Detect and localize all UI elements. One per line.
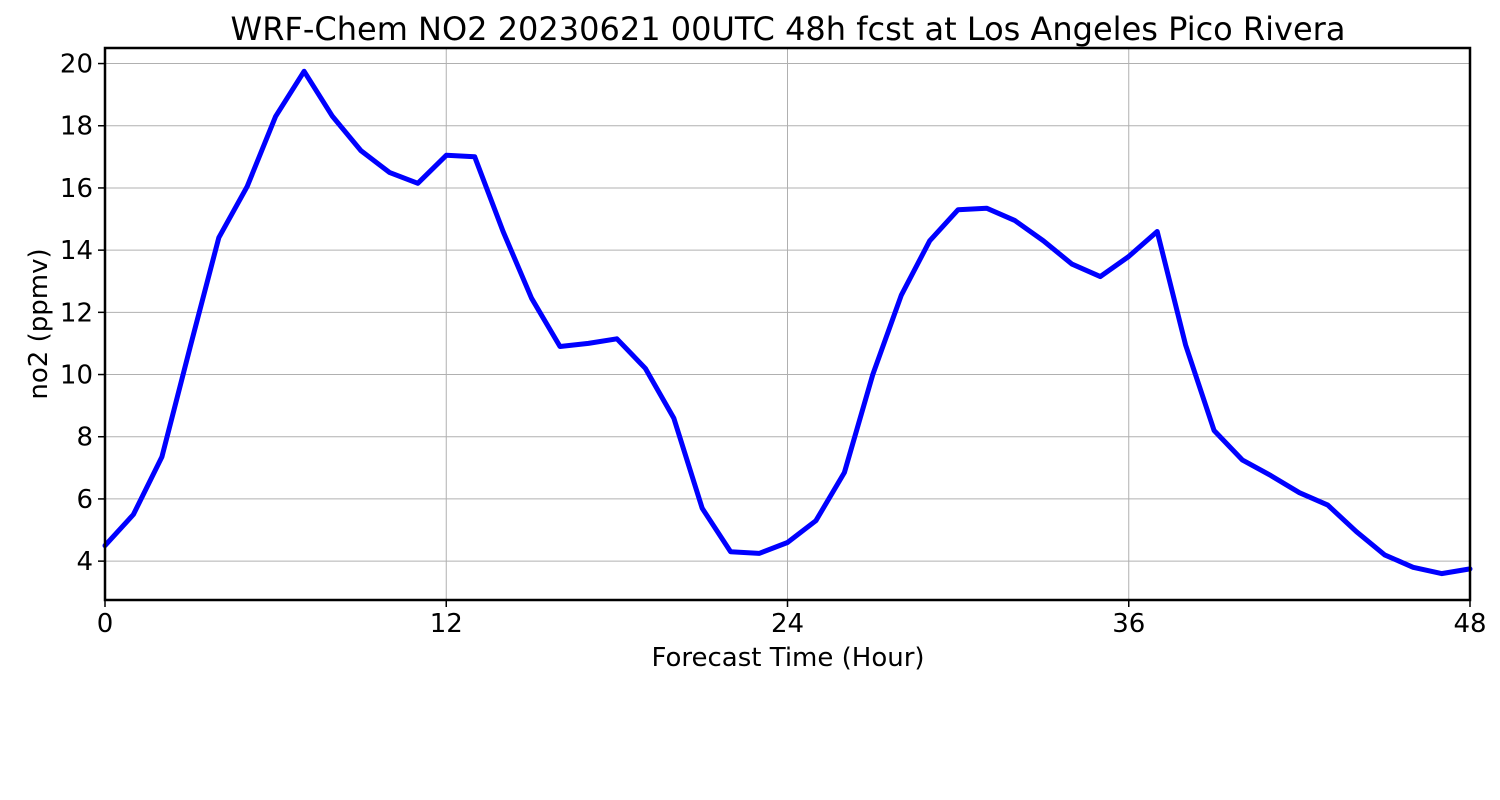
y-tick-label: 4: [76, 547, 93, 577]
series-layer: [102, 68, 1473, 577]
y-tick-label: 14: [60, 236, 93, 266]
y-axis-label: no2 (ppmv): [24, 248, 54, 399]
y-tick-label: 18: [60, 112, 93, 142]
axis-ticks: 0 12 24 36 48 4 6 8 10 12 14 16 18 20: [60, 50, 1487, 639]
y-tick-label: 8: [76, 423, 93, 453]
y-tick-label: 12: [60, 298, 93, 328]
y-tick-label: 20: [60, 50, 93, 80]
x-tick-label: 0: [97, 609, 114, 639]
chart-title: WRF-Chem NO2 20230621 00UTC 48h fcst at …: [231, 10, 1346, 48]
x-tick-label: 36: [1112, 609, 1145, 639]
series-line: [102, 68, 1473, 577]
y-tick-label: 16: [60, 174, 93, 204]
grid-lines: [104, 48, 1471, 600]
x-tick-label: 48: [1453, 609, 1486, 639]
y-tick-label: 6: [76, 485, 93, 515]
x-tick-label: 12: [430, 609, 463, 639]
x-axis-label: Forecast Time (Hour): [651, 643, 924, 673]
y-tick-label: 10: [60, 361, 93, 391]
x-tick-label: 24: [771, 609, 804, 639]
